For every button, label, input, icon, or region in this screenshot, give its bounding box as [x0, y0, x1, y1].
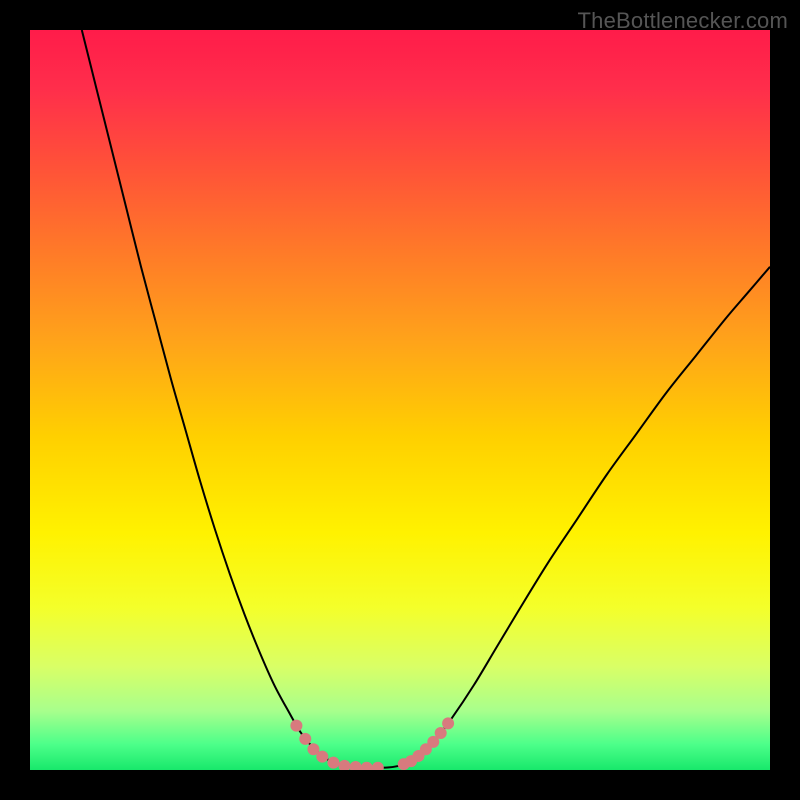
chart-background [30, 30, 770, 770]
curve-marker [442, 717, 454, 729]
watermark-text: TheBottlenecker.com [578, 8, 788, 34]
curve-marker [290, 720, 302, 732]
chart-plot-area [30, 30, 770, 770]
curve-marker [435, 727, 447, 739]
curve-marker [327, 757, 339, 769]
chart-svg [30, 30, 770, 770]
curve-marker [299, 733, 311, 745]
curve-marker [316, 751, 328, 763]
